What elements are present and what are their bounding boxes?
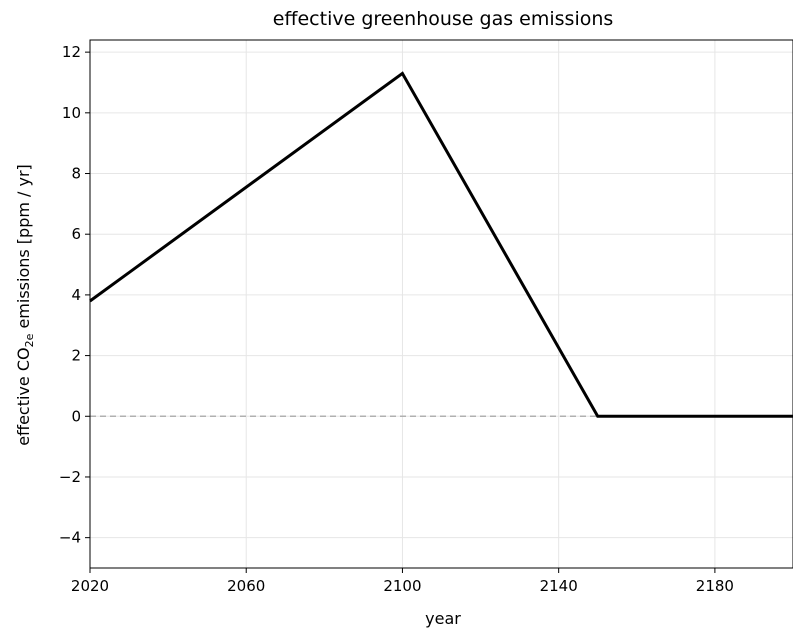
x-tick-label: 2060 — [227, 577, 265, 595]
y-tick-label: 6 — [71, 225, 81, 243]
chart-title: effective greenhouse gas emissions — [273, 8, 614, 30]
y-tick-label: 4 — [71, 286, 81, 304]
y-axis-ticks: −4 −2 0 2 4 6 8 10 12 — [59, 43, 90, 547]
y-axis-label-rest: emissions [ppm / yr] — [14, 164, 33, 333]
y-tick-label: −4 — [59, 529, 81, 547]
axes-frame — [89, 39, 793, 569]
y-tick-label: 0 — [71, 407, 81, 425]
x-tick-label: 2100 — [383, 577, 421, 595]
x-tick-label: 2020 — [71, 577, 109, 595]
series-layer — [89, 71, 793, 418]
y-tick-label: −2 — [59, 468, 81, 486]
y-tick-label: 8 — [71, 165, 81, 183]
y-axis-label-main: effective CO — [14, 347, 33, 445]
x-axis-label: year — [425, 609, 461, 628]
x-axis-ticks: 2020 2060 2100 2140 2180 — [71, 568, 734, 595]
x-tick-label: 2180 — [696, 577, 734, 595]
y-axis-label: effective CO2e emissions [ppm / yr] — [14, 164, 36, 446]
emissions-line — [89, 71, 793, 418]
grid — [90, 40, 793, 568]
x-tick-label: 2140 — [540, 577, 578, 595]
y-tick-label: 2 — [71, 347, 81, 365]
y-tick-label: 10 — [62, 104, 81, 122]
y-tick-label: 12 — [62, 43, 81, 61]
y-axis-label-subscript: 2e — [23, 333, 36, 347]
